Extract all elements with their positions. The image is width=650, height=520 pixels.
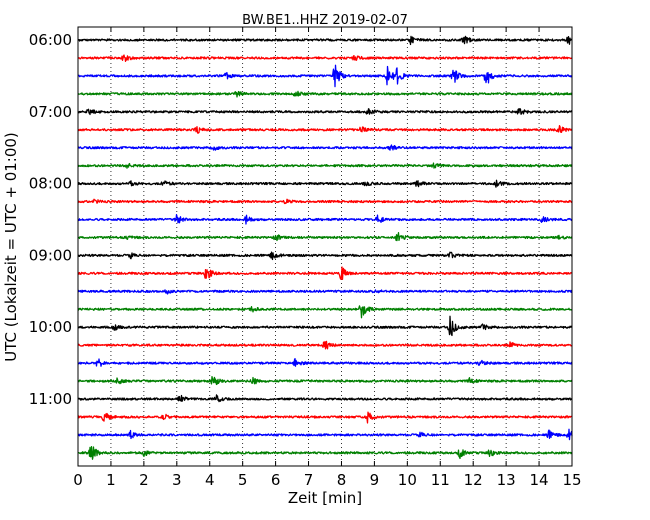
trace-0900: [77, 251, 573, 261]
x-axis-label: Zeit [min]: [288, 489, 362, 507]
trace-0700: [77, 108, 573, 116]
x-tick-label: 6: [271, 471, 281, 489]
trace-0800: [77, 179, 573, 188]
x-tick-label: 0: [73, 471, 83, 489]
trace-0600: [77, 35, 573, 46]
x-tick-label: 14: [530, 471, 549, 489]
trace-0915: [77, 266, 573, 281]
trace-1145: [77, 445, 573, 460]
x-tick-label: 1: [106, 471, 116, 489]
trace-1115: [77, 411, 573, 424]
trace-0715: [77, 124, 573, 134]
y-axis: 06:00 07:00 08:00 09:00 10:00 11:00: [29, 31, 572, 408]
trace-0645: [77, 90, 573, 98]
x-tick-label: 4: [205, 471, 215, 489]
y-tick-label: 09:00: [29, 246, 72, 264]
trace-0845: [77, 232, 573, 242]
x-tick-label: 9: [370, 471, 380, 489]
trace-0815: [77, 198, 573, 205]
trace-0930: [77, 289, 573, 295]
y-tick-label: 11:00: [29, 390, 72, 408]
x-tick-label: 2: [139, 471, 149, 489]
trace-0945: [77, 305, 573, 319]
trace-0830: [77, 214, 573, 225]
plot-frame: [77, 26, 573, 467]
x-tick-label: 8: [337, 471, 347, 489]
x-tick-label: 11: [431, 471, 450, 489]
trace-1030: [77, 358, 573, 367]
seismic-traces: [77, 35, 573, 460]
x-tick-label: 5: [238, 471, 248, 489]
x-tick-label: 13: [497, 471, 516, 489]
trace-0745: [77, 162, 573, 169]
trace-1100: [77, 394, 573, 403]
trace-0615: [77, 54, 573, 63]
trace-0630: [77, 64, 573, 88]
y-axis-label: UTC (Lokalzeit = UTC + 01:00): [2, 132, 20, 362]
trace-1045: [77, 375, 573, 386]
x-tick-label: 15: [562, 471, 581, 489]
y-tick-label: 06:00: [29, 31, 72, 49]
y-tick-label: 10:00: [29, 318, 72, 336]
trace-0730: [77, 144, 573, 151]
x-tick-label: 12: [464, 471, 483, 489]
x-tick-label: 7: [304, 471, 314, 489]
y-tick-label: 07:00: [29, 103, 72, 121]
trace-1000: [77, 315, 573, 337]
x-tick-label: 3: [172, 471, 182, 489]
trace-1015: [77, 340, 573, 350]
x-axis: 0 1 2 3 4 5 6 7 8 9 10 11 12 13 14 15: [73, 27, 582, 489]
x-tick-label: 10: [398, 471, 417, 489]
trace-1130: [77, 428, 573, 441]
y-tick-label: 08:00: [29, 175, 72, 193]
chart-title: BW.BE1..HHZ 2019-02-07: [242, 13, 408, 28]
